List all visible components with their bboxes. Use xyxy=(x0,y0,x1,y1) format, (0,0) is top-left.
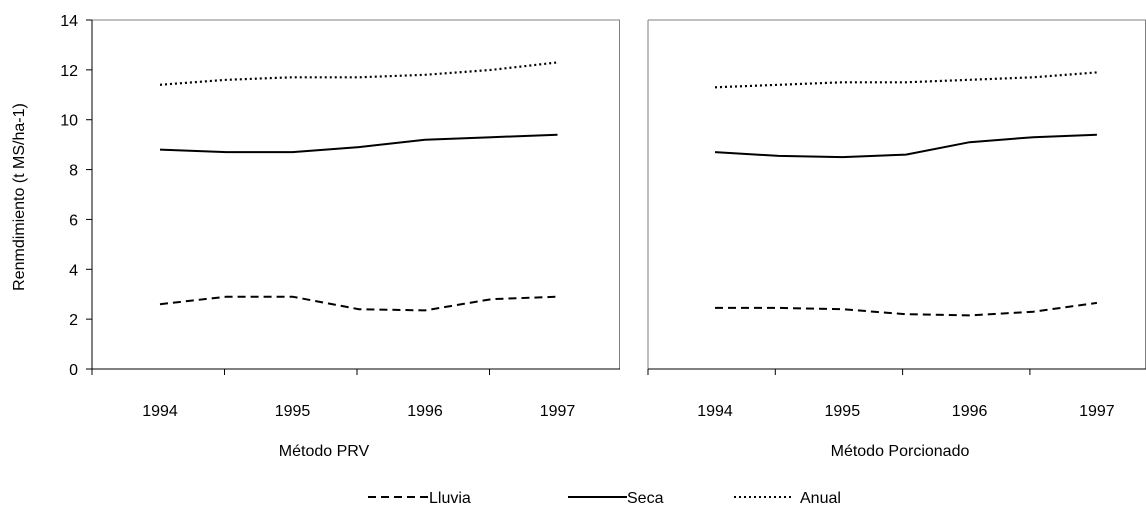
x-tick-label: 1996 xyxy=(407,403,443,420)
series-line-lluvia xyxy=(715,301,1098,317)
y-tick-label: 0 xyxy=(69,362,78,379)
y-tick-label: 12 xyxy=(60,63,78,80)
series-line-anual xyxy=(714,71,1097,89)
panel-metodo-porcionado: 1994 1995 1996 1997 xyxy=(647,19,1146,420)
series-line-anual xyxy=(159,61,558,86)
x-tick-label: 1995 xyxy=(825,403,861,420)
series-line-seca xyxy=(714,133,1097,159)
legend-item-lluvia: Lluvia xyxy=(368,490,471,507)
x-tick-label: 1997 xyxy=(1079,403,1115,420)
legend-label-anual: Anual xyxy=(800,490,841,507)
y-tick-label: 6 xyxy=(69,212,78,229)
x-tick-label: 1995 xyxy=(275,403,311,420)
x-axis-label-porcionado: Método Porcionado xyxy=(831,443,970,460)
series-line-seca xyxy=(159,133,558,154)
plot-frame xyxy=(92,19,620,369)
y-tick-label: 8 xyxy=(69,163,78,180)
panel-metodo-prv: 0 2 4 6 8 10 12 14 1994 1995 1996 1997 xyxy=(60,13,620,420)
legend-item-anual: Anual xyxy=(734,490,841,507)
y-tick-label: 14 xyxy=(60,13,78,30)
legend-label-lluvia: Lluvia xyxy=(429,490,471,507)
plot-frame xyxy=(648,19,1146,369)
y-tick-label: 2 xyxy=(69,312,78,329)
y-tick-label: 10 xyxy=(60,113,78,130)
x-axis-label-prv: Método PRV xyxy=(279,443,370,460)
legend: Lluvia Seca Anual xyxy=(368,490,841,507)
x-tick-label: 1996 xyxy=(952,403,988,420)
y-axis-label: Renmdimiento (t MS/ha-1) xyxy=(11,103,28,291)
x-tick-label: 1994 xyxy=(142,403,178,420)
legend-label-seca: Seca xyxy=(627,490,664,507)
x-tick-label: 1994 xyxy=(697,403,733,420)
legend-item-seca: Seca xyxy=(568,490,664,507)
x-tick-label: 1997 xyxy=(540,403,576,420)
y-tick-label: 4 xyxy=(69,262,78,279)
series-line-lluvia xyxy=(159,295,558,312)
